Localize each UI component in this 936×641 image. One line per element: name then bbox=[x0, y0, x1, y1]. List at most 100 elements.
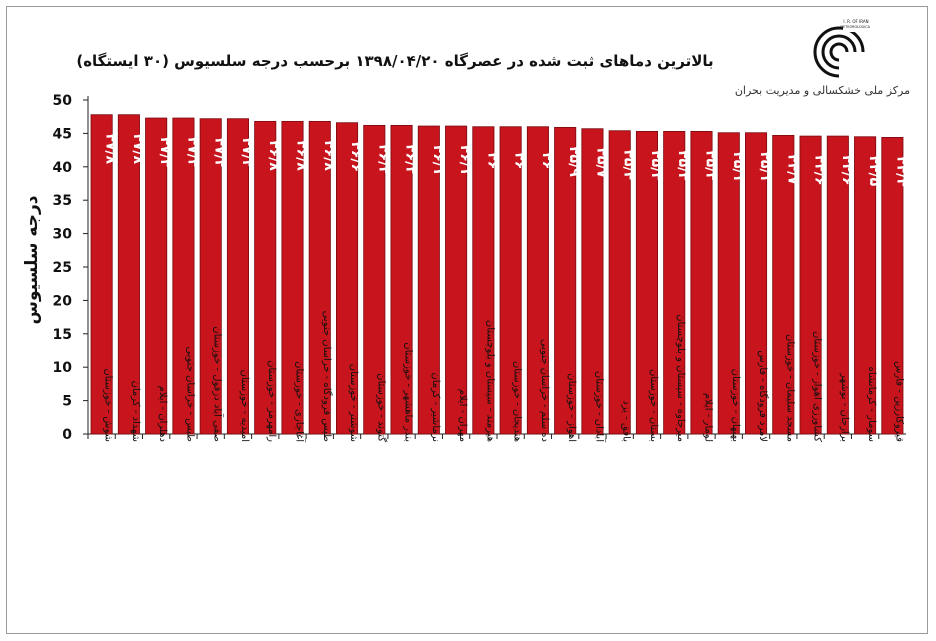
bar-data-label: ۴۶/۶ bbox=[348, 141, 364, 172]
y-tick-label: 0 bbox=[62, 427, 72, 443]
y-tick-label: 25 bbox=[53, 260, 72, 276]
bar-data-label: ۴۶/۸ bbox=[266, 140, 282, 171]
bar-data-label: ۴۶ bbox=[484, 152, 500, 169]
x-category-label: ده سلم - خراسان جنوبی bbox=[539, 339, 550, 442]
x-category-label: سومار - کرمانشاه bbox=[866, 367, 877, 442]
bar bbox=[335, 122, 359, 435]
bar-data-label: ۴۵/۴ bbox=[621, 149, 637, 180]
bar-data-label: ۴۶/۱ bbox=[430, 145, 446, 176]
bar bbox=[254, 120, 277, 435]
bar-data-label: ۴۴/۶ bbox=[812, 155, 828, 186]
bar bbox=[554, 126, 577, 435]
logo-caption: مرکز ملی خشکسالی و مدیریت بحران bbox=[734, 84, 910, 97]
bar bbox=[881, 137, 904, 435]
x-category-label: هیرمند - سیستان و بلوچستان bbox=[484, 320, 495, 442]
bar-data-label: ۴۵/۱ bbox=[757, 151, 773, 182]
bar-data-label: ۴۵/۳ bbox=[675, 150, 691, 181]
x-category-label: طبس فرودگاه - خراسان جنوبی bbox=[321, 311, 333, 442]
bar bbox=[390, 124, 413, 435]
y-tick-label: 5 bbox=[62, 394, 72, 410]
x-category-label: اهواز - خوزستان bbox=[566, 373, 577, 442]
x-category-label: رامهرمز - خوزستان bbox=[266, 360, 277, 442]
y-tick-label: 20 bbox=[53, 293, 73, 309]
y-tick-label: 45 bbox=[53, 126, 72, 142]
x-category-label: لامرد فرودگاه - فارس bbox=[757, 350, 769, 442]
bar bbox=[90, 114, 113, 435]
bar-data-label: ۴۴/۷ bbox=[784, 154, 800, 185]
bar bbox=[772, 135, 795, 435]
bar-data-label: ۴۴/۵ bbox=[866, 155, 882, 186]
x-category-label: صفی آباد دزفول - خوزستان bbox=[212, 326, 225, 442]
meteorological-organization-logo: I. R. OF IRAN METEOROLOGICAL bbox=[813, 18, 870, 78]
x-category-label: لومار - ایلام bbox=[703, 393, 714, 442]
x-category-label: شهداد - کرمان bbox=[130, 381, 141, 442]
bar bbox=[717, 132, 740, 435]
x-category-label: گتوند - خوزستان bbox=[375, 373, 387, 442]
bar-data-label: ۴۶/۸ bbox=[321, 140, 337, 171]
y-tick-label: 50 bbox=[53, 93, 73, 109]
bar bbox=[172, 117, 195, 435]
y-tick-label: 10 bbox=[53, 360, 73, 376]
bar bbox=[744, 132, 768, 435]
bar-data-label: ۴۵/۷ bbox=[593, 147, 609, 178]
x-category-label: مهران - ایلام bbox=[457, 389, 468, 442]
y-tick-label: 40 bbox=[53, 160, 73, 176]
bar-data-label: ۴۴/۶ bbox=[839, 155, 855, 186]
x-category-label: برازجان - بوشهر bbox=[839, 372, 850, 442]
x-category-label: بافق - یزد bbox=[621, 400, 632, 442]
svg-text:METEOROLOGICAL: METEOROLOGICAL bbox=[840, 25, 870, 29]
bar bbox=[826, 135, 849, 435]
bar bbox=[690, 130, 713, 435]
bar-data-label: ۴۷/۲ bbox=[212, 137, 228, 168]
bar bbox=[445, 125, 468, 435]
bar bbox=[635, 130, 659, 435]
bar-data-label: ۴۵/۳ bbox=[703, 150, 719, 181]
x-category-label: قیروکارزین - فارس bbox=[893, 361, 904, 442]
y-tick-label: 15 bbox=[53, 327, 72, 343]
x-category-label: میرجاوه - سیستان و بلوچستان bbox=[675, 314, 686, 442]
bar bbox=[281, 120, 304, 435]
y-tick-label: 35 bbox=[53, 193, 72, 209]
bar bbox=[308, 120, 331, 435]
x-category-label: کشاورزی اهواز - خوزستان bbox=[812, 331, 823, 442]
bar bbox=[526, 126, 549, 435]
svg-text:I. R. OF IRAN: I. R. OF IRAN bbox=[843, 19, 868, 24]
x-category-label: آغاجاری - خوزستان bbox=[294, 361, 307, 443]
bar-data-label: ۴۶/۲ bbox=[375, 144, 391, 175]
bar-data-label: ۴۶ bbox=[512, 152, 528, 169]
bar-data-label: ۴۷/۳ bbox=[184, 137, 200, 168]
bar bbox=[854, 136, 877, 435]
x-category-label: نرماشیر - کرمان bbox=[430, 372, 441, 442]
bar-data-label: ۴۷/۸ bbox=[130, 133, 146, 164]
bar-data-label: ۴۵/۹ bbox=[566, 146, 582, 177]
bar bbox=[117, 114, 140, 435]
chart-title: بالاترین دماهای ثبت شده در عصرگاه ۱۳۹۸/۰… bbox=[76, 52, 714, 70]
bar bbox=[581, 128, 604, 435]
x-category-label: هندیجان - خوزستان bbox=[512, 361, 523, 442]
bar-data-label: ۴۴/۴ bbox=[893, 156, 909, 187]
bar-data-label: ۴۵/۱ bbox=[730, 151, 746, 182]
bar bbox=[608, 130, 631, 435]
x-category-label: بهبهان - خوزستان bbox=[730, 369, 741, 442]
x-category-label: شوشتر - خوزستان bbox=[348, 364, 359, 442]
bar-data-label: ۴۷/۲ bbox=[239, 137, 255, 168]
bar-data-label: ۴۷/۸ bbox=[103, 133, 119, 164]
x-category-label: مسجد سلیمان - خوزستان bbox=[784, 334, 795, 442]
x-category-label: بندر ماهشهر - خوزستان bbox=[403, 342, 414, 442]
x-category-label: آبادان - خوزستان bbox=[593, 371, 606, 443]
bar bbox=[145, 117, 168, 435]
bar-data-label: ۴۶/۱ bbox=[457, 145, 473, 176]
bar bbox=[472, 126, 495, 435]
bar bbox=[417, 125, 440, 435]
bar bbox=[363, 124, 386, 435]
bar-data-label: ۴۶ bbox=[539, 152, 555, 169]
bar bbox=[199, 118, 222, 435]
y-tick-label: 30 bbox=[53, 227, 73, 243]
bar-data-label: ۴۶/۲ bbox=[403, 144, 419, 175]
bar bbox=[499, 126, 522, 435]
bar-data-label: ۴۷/۳ bbox=[157, 137, 173, 168]
x-category-label: طبس - خراسان جنوبی bbox=[184, 346, 195, 442]
x-category-label: امیدیه - خوزستان bbox=[239, 370, 250, 442]
x-category-label: شوش - خوزستان bbox=[103, 368, 114, 442]
x-category-label: بستان - خوزستان bbox=[648, 369, 659, 442]
